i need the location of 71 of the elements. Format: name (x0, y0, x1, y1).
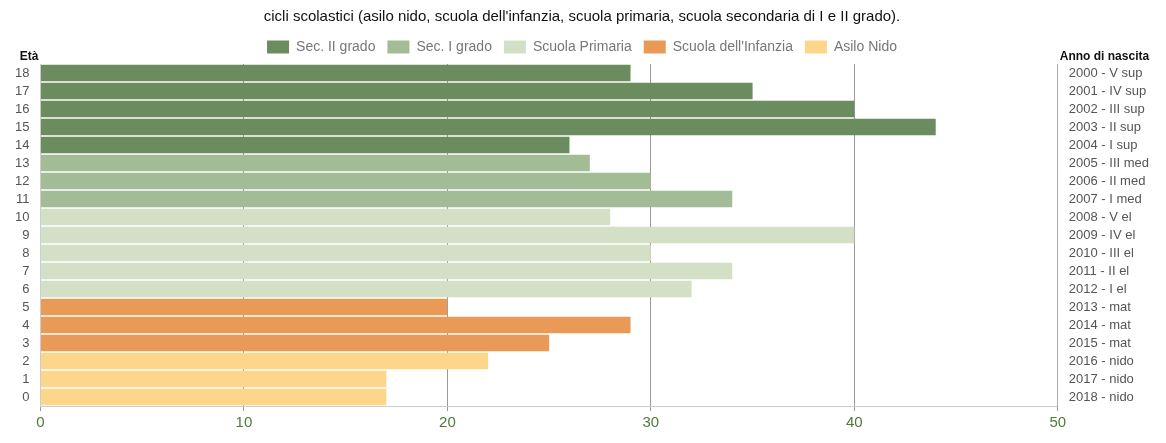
y-tick-label: 4 (22, 316, 30, 332)
bar (40, 370, 387, 388)
bar (40, 388, 387, 406)
y-tick-label: 18 (14, 64, 30, 80)
y2-tick-label: 2018 - nido (1068, 388, 1134, 404)
y2-axis-title: Anno di nascita (1059, 49, 1150, 64)
bar (40, 226, 855, 244)
y2-tick-label: 2008 - V el (1068, 208, 1132, 224)
y-tick-label: 9 (22, 226, 30, 242)
bar (40, 82, 753, 100)
y2-tick-label: 2017 - nido (1068, 370, 1134, 386)
y-tick-label: 6 (22, 280, 30, 296)
bar (40, 316, 631, 334)
y2-tick-label: 2012 - I el (1068, 280, 1127, 296)
bar (40, 172, 651, 190)
chart-title: cicli scolastici (asilo nido, scuola dell'infanzia, scuola primaria, scuola secondaria di I e II grado). (263, 7, 901, 25)
bar (40, 208, 611, 226)
x-tick-label: 40 (845, 413, 863, 431)
bar (40, 64, 631, 82)
x-tick-label: 50 (1049, 413, 1067, 431)
y-tick-label: 3 (22, 334, 30, 350)
bar (40, 118, 936, 136)
y-tick-label: 5 (22, 298, 30, 314)
legend-label: Scuola Primaria (532, 37, 632, 54)
bar (40, 136, 570, 154)
y-tick-label: 2 (22, 352, 30, 368)
legend-label: Scuola dell'Infanzia (672, 37, 794, 54)
y2-tick-label: 2002 - III sup (1068, 100, 1145, 116)
y-axis-title: Età (19, 49, 39, 64)
y2-tick-label: 2016 - nido (1068, 352, 1134, 368)
y-tick-label: 16 (14, 100, 30, 116)
legend-label: Sec. II grado (296, 37, 376, 54)
x-tick-label: 20 (439, 413, 456, 431)
bar (40, 190, 733, 208)
y2-tick-label: 2007 - I med (1068, 190, 1142, 206)
y-tick-label: 0 (22, 388, 30, 404)
y-tick-label: 11 (15, 190, 30, 206)
y2-tick-label: 2005 - III med (1068, 154, 1150, 170)
y-tick-label: 10 (14, 208, 30, 224)
bar (40, 100, 855, 118)
bar (40, 154, 590, 172)
y2-tick-label: 2004 - I sup (1068, 136, 1138, 152)
x-tick-label: 0 (36, 413, 45, 431)
y-tick-label: 12 (14, 172, 30, 188)
y-tick-label: 17 (14, 82, 30, 98)
y2-tick-label: 2011 - II el (1068, 262, 1130, 278)
y2-tick-label: 2013 - mat (1068, 298, 1132, 314)
y-tick-label: 13 (14, 154, 30, 170)
bar (40, 352, 489, 370)
legend-label: Asilo Nido (833, 37, 898, 54)
y-tick-label: 1 (22, 370, 30, 386)
bar (40, 244, 651, 262)
bar (40, 334, 550, 352)
y2-tick-label: 2001 - IV sup (1068, 82, 1147, 98)
x-tick-label: 30 (642, 413, 660, 431)
y2-tick-label: 2014 - mat (1068, 316, 1132, 332)
y2-tick-label: 2015 - mat (1068, 334, 1132, 350)
y-tick-label: 8 (22, 244, 30, 260)
bar (40, 298, 448, 316)
y2-tick-label: 2003 - II sup (1068, 118, 1142, 134)
y2-tick-label: 2010 - III el (1068, 244, 1134, 260)
y-tick-label: 15 (14, 118, 30, 134)
x-tick-label: 10 (235, 413, 253, 431)
y-tick-label: 7 (22, 262, 30, 278)
y2-tick-label: 2006 - II med (1068, 172, 1146, 188)
y2-tick-label: 2009 - IV el (1068, 226, 1136, 242)
legend-label: Sec. I grado (416, 37, 493, 54)
bar (40, 280, 692, 298)
y2-tick-label: 2000 - V sup (1068, 64, 1143, 80)
bar (40, 262, 733, 280)
y-tick-label: 14 (14, 136, 30, 152)
